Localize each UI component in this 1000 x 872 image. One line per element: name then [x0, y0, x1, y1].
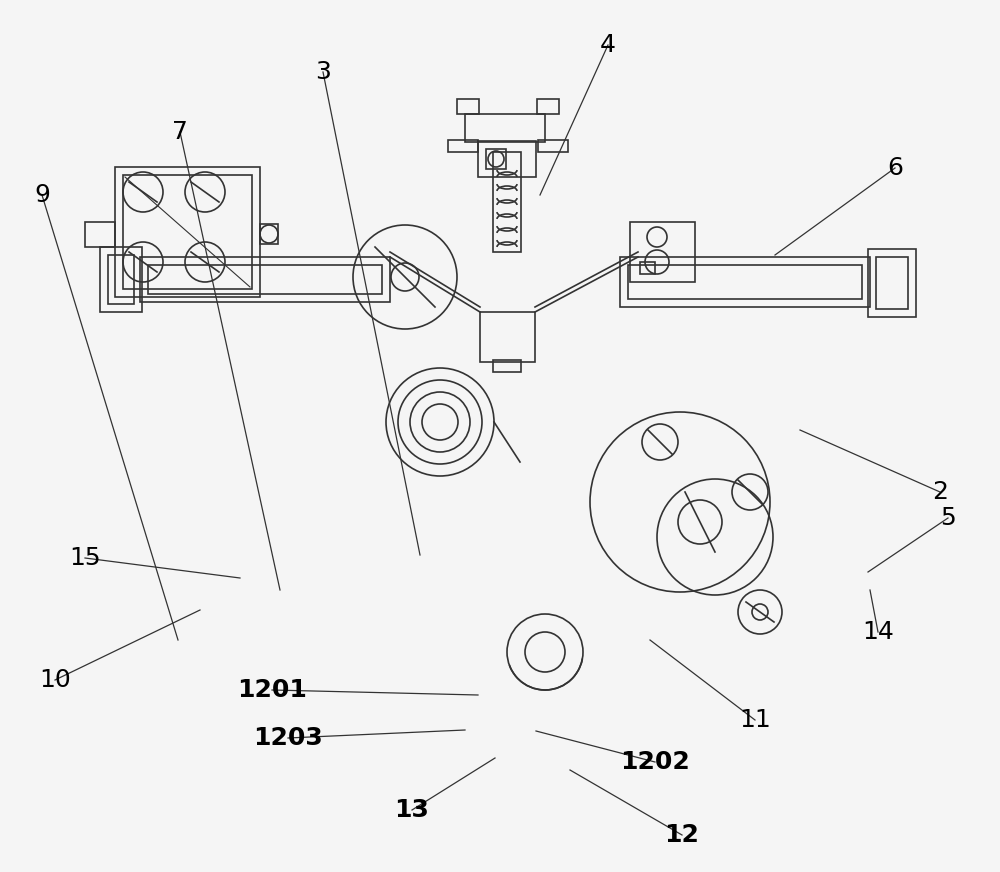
Text: 11: 11 [739, 708, 771, 732]
Bar [493, 360, 521, 372]
Bar [100, 247, 142, 312]
Text: 3: 3 [315, 60, 331, 84]
Bar [457, 99, 479, 114]
Bar [480, 312, 535, 362]
Text: 12: 12 [665, 823, 699, 847]
Bar [486, 149, 506, 169]
Bar [620, 257, 870, 307]
Bar [538, 140, 568, 152]
Text: 1203: 1203 [253, 726, 323, 750]
Text: 13: 13 [395, 798, 429, 822]
Text: 9: 9 [34, 183, 50, 207]
Bar [640, 262, 655, 274]
Bar [260, 224, 278, 244]
Bar [493, 152, 521, 252]
Bar [630, 222, 695, 282]
Bar [628, 265, 862, 299]
Bar [876, 257, 908, 309]
Bar [123, 175, 252, 289]
Bar [478, 141, 536, 177]
Text: 10: 10 [39, 668, 71, 692]
Bar [868, 249, 916, 317]
Bar [140, 257, 390, 302]
Text: 2: 2 [932, 480, 948, 504]
Bar [108, 255, 134, 304]
Text: 5: 5 [940, 506, 956, 530]
Text: 6: 6 [887, 156, 903, 180]
Bar [115, 167, 260, 297]
Text: 14: 14 [862, 620, 894, 644]
Text: 1201: 1201 [237, 678, 307, 702]
Bar [148, 265, 382, 294]
Text: 4: 4 [600, 33, 616, 57]
Bar [448, 140, 478, 152]
Text: 1202: 1202 [620, 750, 690, 774]
Bar [85, 222, 115, 247]
Bar [537, 99, 559, 114]
Text: 7: 7 [172, 120, 188, 144]
Bar [465, 114, 545, 142]
Text: 15: 15 [69, 546, 101, 570]
